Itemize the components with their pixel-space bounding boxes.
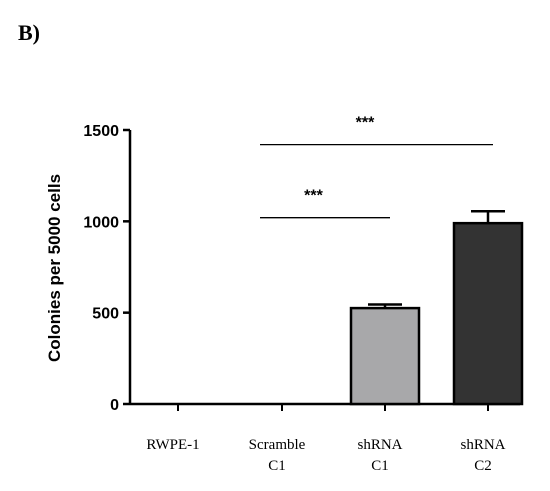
significance-label: ***: [304, 188, 323, 205]
significance-markers: *** ***: [260, 115, 493, 219]
significance-label: ***: [356, 115, 375, 132]
bar: [452, 221, 524, 406]
y-tick-label: 500: [92, 306, 119, 323]
category-label: C2: [474, 458, 492, 474]
category-label: C1: [371, 458, 389, 474]
bar: [349, 306, 421, 406]
category-label: C1: [268, 458, 286, 474]
y-tick-label: 1000: [83, 214, 119, 231]
bars: [349, 210, 524, 406]
y-tick-label: 1500: [83, 123, 119, 140]
category-label: shRNA: [357, 437, 402, 453]
category-label: Scramble: [249, 437, 306, 453]
category-label: RWPE-1: [146, 437, 199, 453]
y-tick-label: 0: [110, 397, 119, 414]
category-labels: RWPE-1 Scramble C1 shRNA C1 shRNA C2: [146, 437, 505, 474]
y-axis-label: Colonies per 5000 cells: [45, 174, 64, 362]
category-label: shRNA: [460, 437, 505, 453]
panel-label: B): [18, 20, 40, 45]
